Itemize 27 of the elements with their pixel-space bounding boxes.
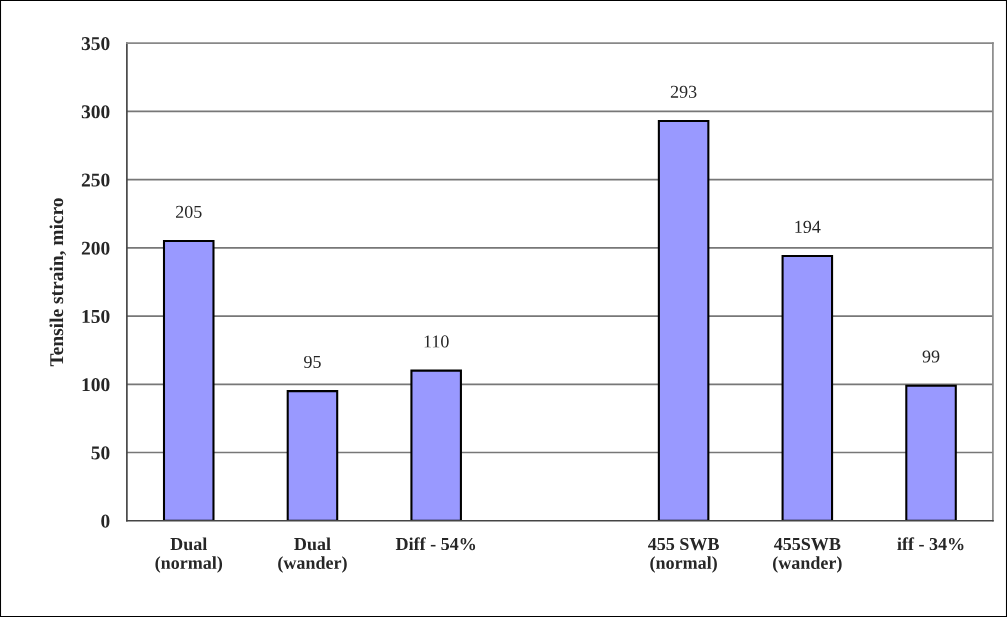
y-tick-label: 50 <box>91 446 110 460</box>
bar <box>781 255 834 521</box>
x-tick-label: iff - 34% <box>897 537 964 551</box>
x-tick-label: Dual (wander) <box>278 537 347 573</box>
data-label: 205 <box>175 205 202 218</box>
data-label: 293 <box>670 85 697 98</box>
x-tick-label: Dual (normal) <box>155 537 223 573</box>
bar <box>286 390 339 521</box>
y-tick-label: 100 <box>82 378 110 392</box>
data-label: 95 <box>304 355 321 369</box>
x-tick-label: 455SWB (wander) <box>773 537 842 573</box>
bar <box>410 369 462 521</box>
data-label: 99 <box>922 350 940 363</box>
bar <box>657 119 710 521</box>
y-tick-label: 350 <box>81 37 110 51</box>
data-label: 110 <box>424 335 449 348</box>
y-tick-label: 0 <box>101 514 110 528</box>
y-axis-title: Tensile strain, micro <box>49 198 67 367</box>
data-label: 194 <box>795 220 821 233</box>
y-tick-label: 200 <box>81 241 110 255</box>
bar <box>905 384 957 521</box>
y-tick-label: 300 <box>81 105 110 119</box>
x-tick-label: 455 SWB (normal) <box>647 537 719 573</box>
x-tick-label: Diff - 54% <box>395 537 476 551</box>
y-tick-label: 150 <box>82 309 110 324</box>
bar <box>162 240 215 521</box>
y-tick-label: 250 <box>81 173 110 187</box>
